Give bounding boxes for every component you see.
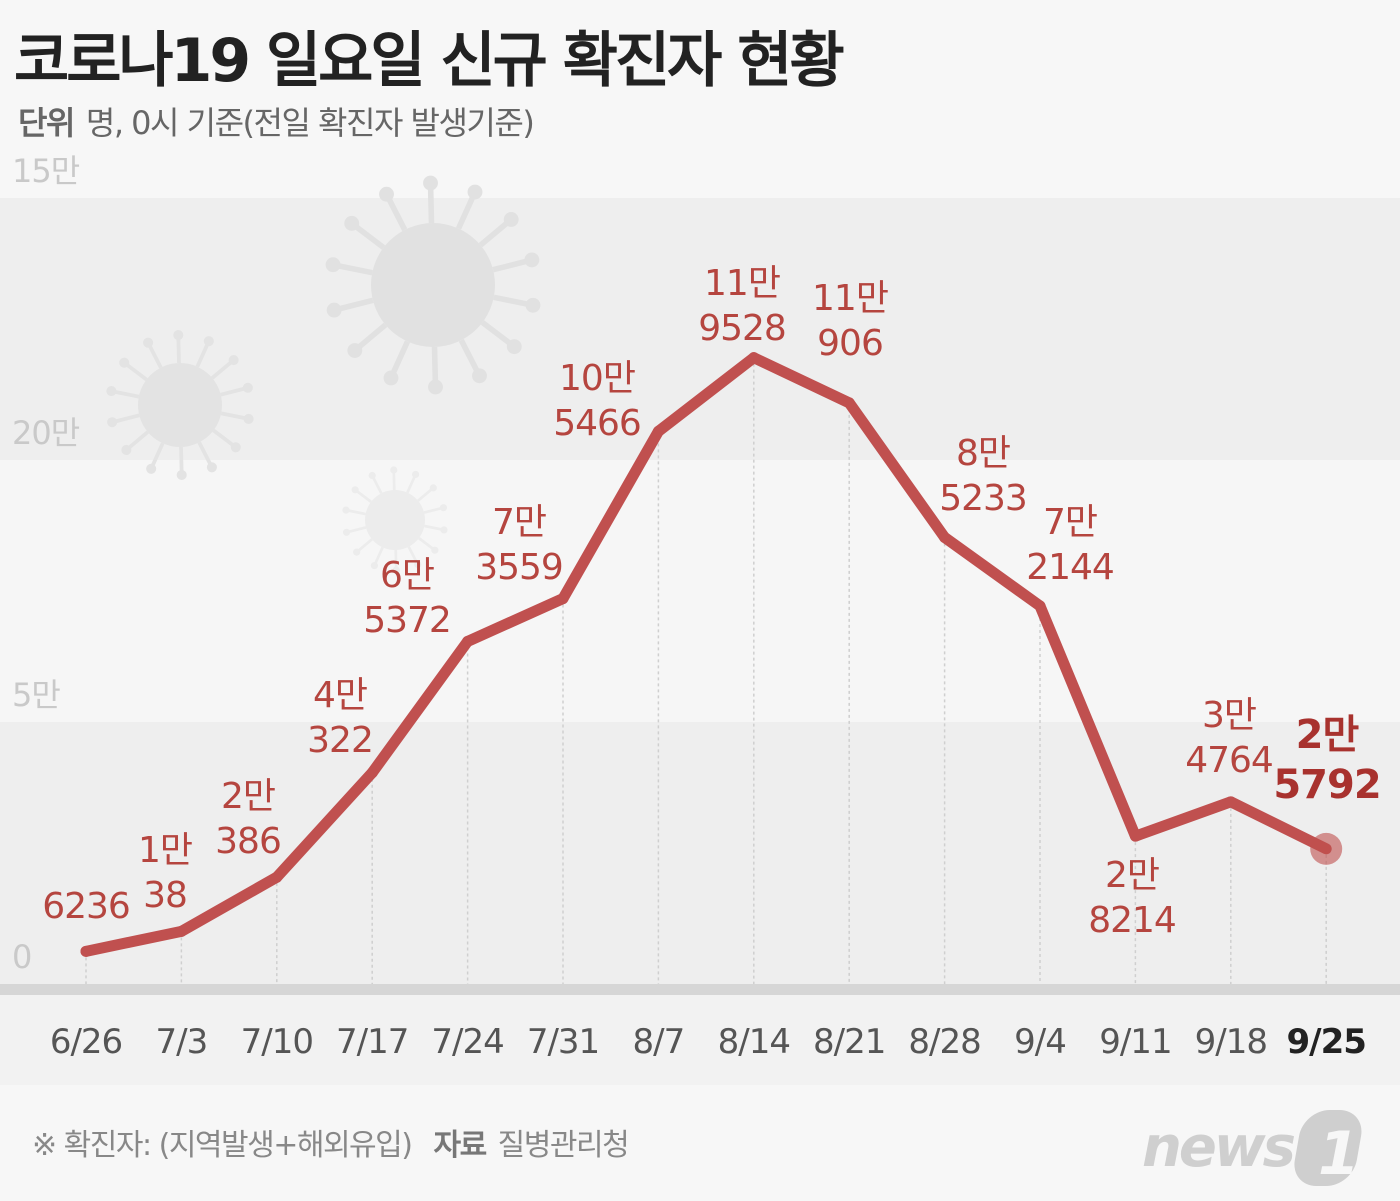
virus-icon [325,175,541,395]
data-label: 386 [215,821,281,862]
data-label: 7만 [492,502,546,543]
chart-title: 코로나19 일요일 신규 확진자 현황 [14,26,845,96]
data-label: 11만 [704,263,780,304]
x-tick-label: 8/28 [908,1022,980,1062]
y-tick-label: 0 [12,938,31,976]
data-point [271,871,283,883]
x-axis-area [0,995,1400,1085]
data-label: 6만 [380,555,434,596]
data-label: 6236 [42,886,130,927]
x-tick-label: 7/3 [156,1022,208,1062]
x-tick-label: 6/26 [50,1022,122,1062]
data-point [462,635,474,647]
x-tick-label: 7/31 [527,1022,599,1062]
data-label: 2만 [1105,855,1159,896]
data-label: 5466 [553,403,641,444]
x-tick-label: 9/4 [1014,1022,1066,1062]
x-tick-label: 7/17 [336,1022,408,1062]
data-labels: 62361만382만3864만3226만53727만355910만546611만… [42,263,1381,941]
data-label: 4764 [1185,740,1273,781]
data-label: 322 [307,720,373,761]
data-label: 2144 [1026,547,1114,588]
guide-lines [85,357,1327,984]
x-tick-label: 9/18 [1195,1022,1267,1062]
unit-label: 단위 [18,104,75,142]
series-line [80,352,1332,957]
data-point [843,397,855,409]
data-label: 11만 [812,278,888,319]
data-label: 1만 [138,830,192,871]
data-point [1034,600,1046,612]
data-point [175,925,187,937]
data-label: 9528 [698,308,786,349]
data-point [80,945,92,957]
data-label: 5372 [363,600,451,641]
data-point [1129,830,1141,842]
data-point [652,425,664,437]
footer-note: ※ 확진자: (지역발생+해외유입) [32,1128,413,1163]
x-axis-baseline [0,984,1400,995]
series-line [80,352,1343,957]
data-point [1225,796,1237,808]
svg-text:news: news [1142,1115,1295,1180]
virus-icon [106,329,254,481]
data-label: 8만 [956,433,1010,474]
data-label: 8214 [1088,900,1176,941]
x-tick-label: 9/25 [1287,1022,1366,1062]
data-label: 5792 [1273,762,1380,808]
data-label: 2만 [1296,712,1360,758]
data-label: 7만 [1043,502,1097,543]
x-tick-label: 9/11 [1099,1022,1171,1062]
virus-icon [342,466,448,574]
virus-decorations [106,175,541,574]
footer: ※ 확진자: (지역발생+해외유입) 자료 질병관리청 [32,1120,630,1164]
data-label: 5233 [939,478,1027,519]
chart-subtitle: 단위 명, 0시 기준(전일 확진자 발생기준) [18,98,535,144]
data-point [1310,832,1343,865]
data-point [557,593,569,605]
data-label: 10만 [559,358,635,399]
x-tick-label: 8/7 [633,1022,685,1062]
data-label: 2만 [221,776,275,817]
grid-band [0,722,1400,984]
x-tick-label: 7/10 [241,1022,313,1062]
x-tick-label: 7/24 [431,1022,503,1062]
x-tick-label: 8/14 [718,1022,790,1062]
x-axis-ticks: 6/26 7/3 7/10 7/17 7/24 7/31 8/7 8/14 8/21 8/28 9/… [50,1022,1367,1062]
data-point [366,767,378,779]
x-tick-label: 8/21 [813,1022,885,1062]
data-point [939,531,951,543]
svg-text:1: 1 [1318,1119,1360,1188]
data-point [748,352,760,364]
unit-text: 명, 0시 기준(전일 확진자 발생기준) [85,104,535,142]
y-tick-label: 5만 [12,676,60,714]
data-label: 906 [817,323,883,364]
source-label: 자료 [433,1128,487,1163]
source-name: 질병관리청 [497,1128,630,1163]
y-tick-label: 15만 [12,152,80,190]
y-tick-label: 20만 [12,414,80,452]
news1-logo: news 1 [1142,1110,1362,1188]
data-label: 3559 [475,547,563,588]
data-label: 3만 [1202,695,1256,736]
grid-band [0,460,1400,722]
data-label: 4만 [313,675,367,716]
data-label: 38 [143,875,187,916]
y-axis-ticks: 15만 20만 5만 0 [12,152,81,976]
